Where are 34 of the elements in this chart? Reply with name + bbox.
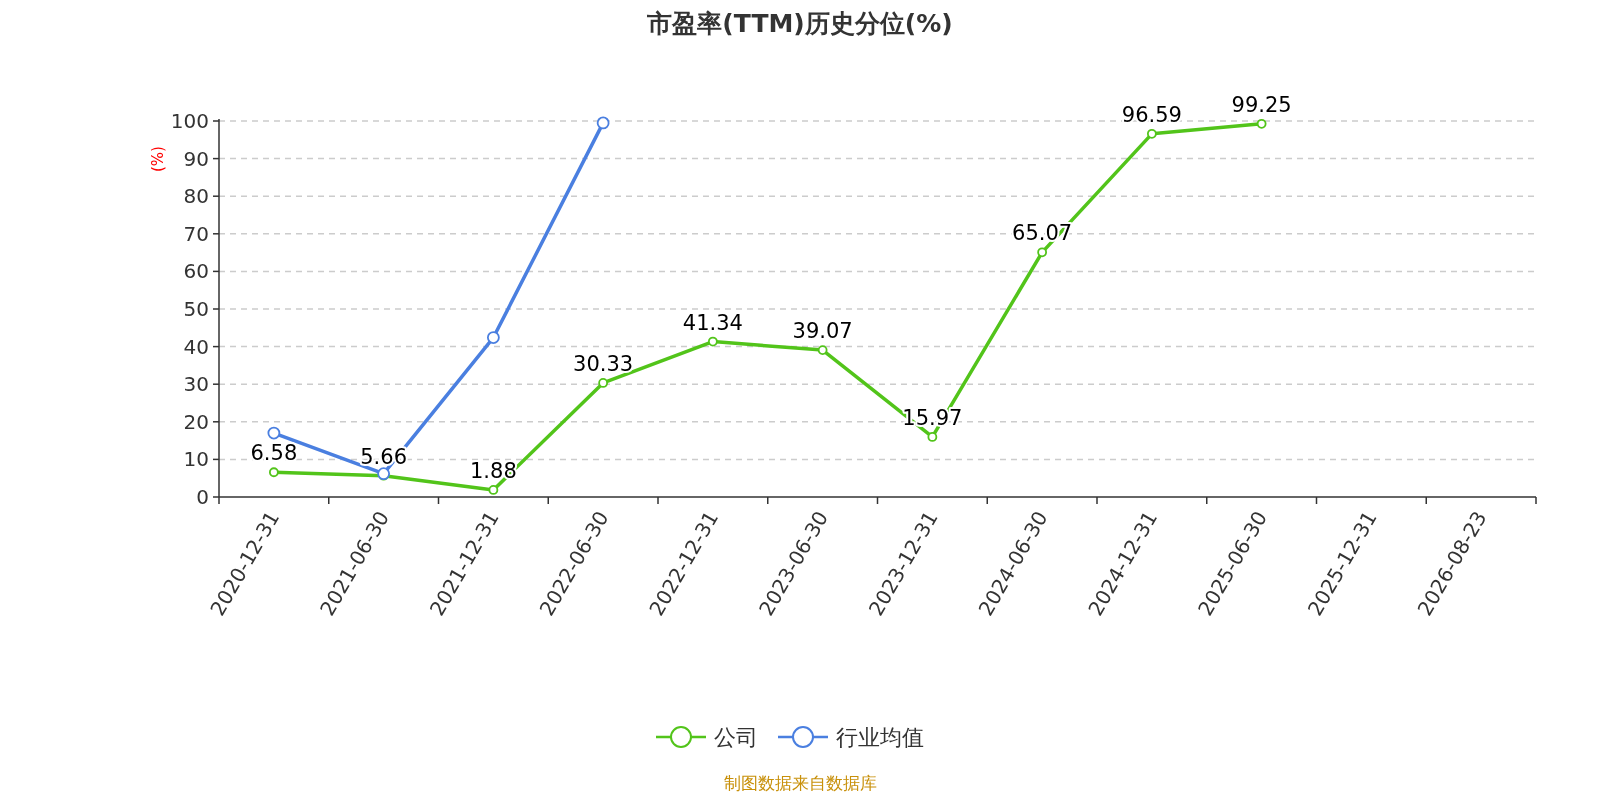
- data-label: 30.33: [573, 351, 634, 376]
- y-axis-title: (%): [149, 146, 167, 172]
- point: [488, 485, 499, 495]
- data-label: 41.34: [682, 310, 743, 335]
- point: [1037, 247, 1048, 258]
- y-tick-label: 90: [183, 146, 209, 171]
- point: [927, 432, 938, 442]
- point: [1146, 128, 1157, 139]
- point: [1256, 118, 1267, 129]
- data-label: 39.07: [792, 319, 853, 344]
- y-tick-label: 30: [183, 372, 209, 397]
- point: [817, 345, 828, 355]
- y-tick-label: 60: [183, 259, 209, 284]
- y-tick-label: 50: [183, 297, 209, 321]
- text: 制图数据来自数据库: [723, 773, 877, 793]
- y-tick-label: 20: [183, 409, 209, 434]
- point: [707, 336, 718, 347]
- chart-title: 市盈率(TTM)历史分位(%): [646, 9, 953, 38]
- legend-label: 行业均值: [836, 725, 924, 750]
- point: [598, 378, 609, 388]
- y-tick-label: 0: [196, 485, 209, 509]
- y-tick-label: 80: [183, 184, 209, 209]
- point: [267, 426, 281, 440]
- data-label: 96.59: [1121, 102, 1182, 127]
- y-tick-label: 10: [183, 447, 209, 472]
- data-label: 6.58: [250, 441, 298, 466]
- y-tick-label: 40: [183, 334, 209, 359]
- point: [486, 331, 500, 344]
- data-label: 99.25: [1231, 92, 1292, 117]
- point: [268, 467, 279, 478]
- y-tick-label: 100: [170, 109, 209, 133]
- y-tick-label: 70: [183, 221, 209, 246]
- legend-label: 公司: [714, 725, 758, 750]
- point: [596, 116, 610, 130]
